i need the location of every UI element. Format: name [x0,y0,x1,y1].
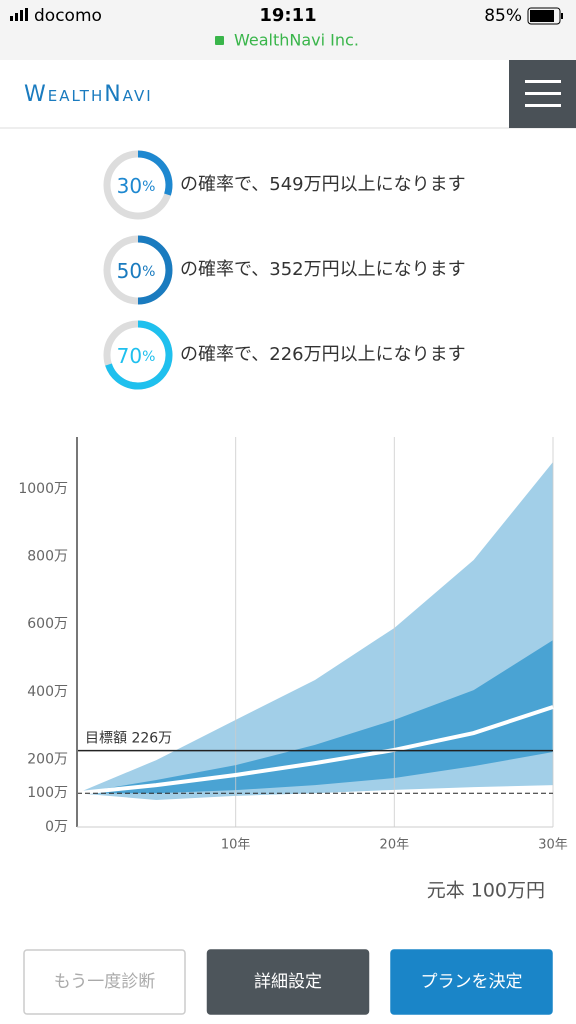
button-label[interactable]: 詳細設定 [254,972,322,992]
percent-unit: % [142,349,155,365]
percent-value: 70 [117,344,142,368]
y-tick-label: 600万 [27,616,68,632]
url: WealthNavi Inc. [234,31,359,50]
percent-unit: % [142,264,155,280]
percent-value: 50 [117,259,142,283]
ring-arc [137,235,173,305]
target-label: 目標額 226万 [85,731,172,747]
percent-value: 30 [117,174,142,198]
button[interactable] [390,949,553,1015]
x-tick-label: 20年 [380,838,410,853]
percent-unit: % [142,179,155,195]
battery-icon [527,7,563,25]
signal-icon [10,8,28,21]
x-tick-label: 10年 [221,838,251,853]
y-tick-label: 1000万 [18,481,68,497]
ring-arc [105,320,173,390]
y-tick-label: 200万 [27,751,68,767]
status-bar [0,0,576,60]
lock-icon [215,36,224,45]
battery-text: 85% [484,6,522,26]
probability-text: の確率で、352万円以上になります [180,259,466,280]
x-tick-label: 30年 [538,838,568,853]
band-area [77,640,553,794]
probability-text: の確率で、226万円以上になります [180,344,466,365]
clock: 19:11 [259,5,316,26]
header [0,60,576,128]
ring-arc [137,150,173,196]
logo[interactable]: WealthNavi [24,82,153,107]
y-tick-label: 100万 [27,785,68,801]
median-line [76,705,554,796]
button[interactable] [23,949,186,1015]
button-label[interactable]: もう一度診断 [54,972,156,992]
percent: 70% [117,344,156,368]
button-label[interactable]: プランを決定 [421,972,523,992]
y-tick-label: 400万 [27,684,68,700]
menu-button[interactable] [509,60,576,128]
carrier: docomo [34,6,102,26]
y-tick-label: 800万 [27,549,68,565]
principal-label: 元本 100万円 [427,880,545,902]
percent: 30% [117,174,156,198]
percent: 50% [117,259,156,283]
y-tick-label: 0万 [45,819,68,835]
probability-text: の確率で、549万円以上になります [180,174,466,195]
button[interactable] [206,949,370,1015]
